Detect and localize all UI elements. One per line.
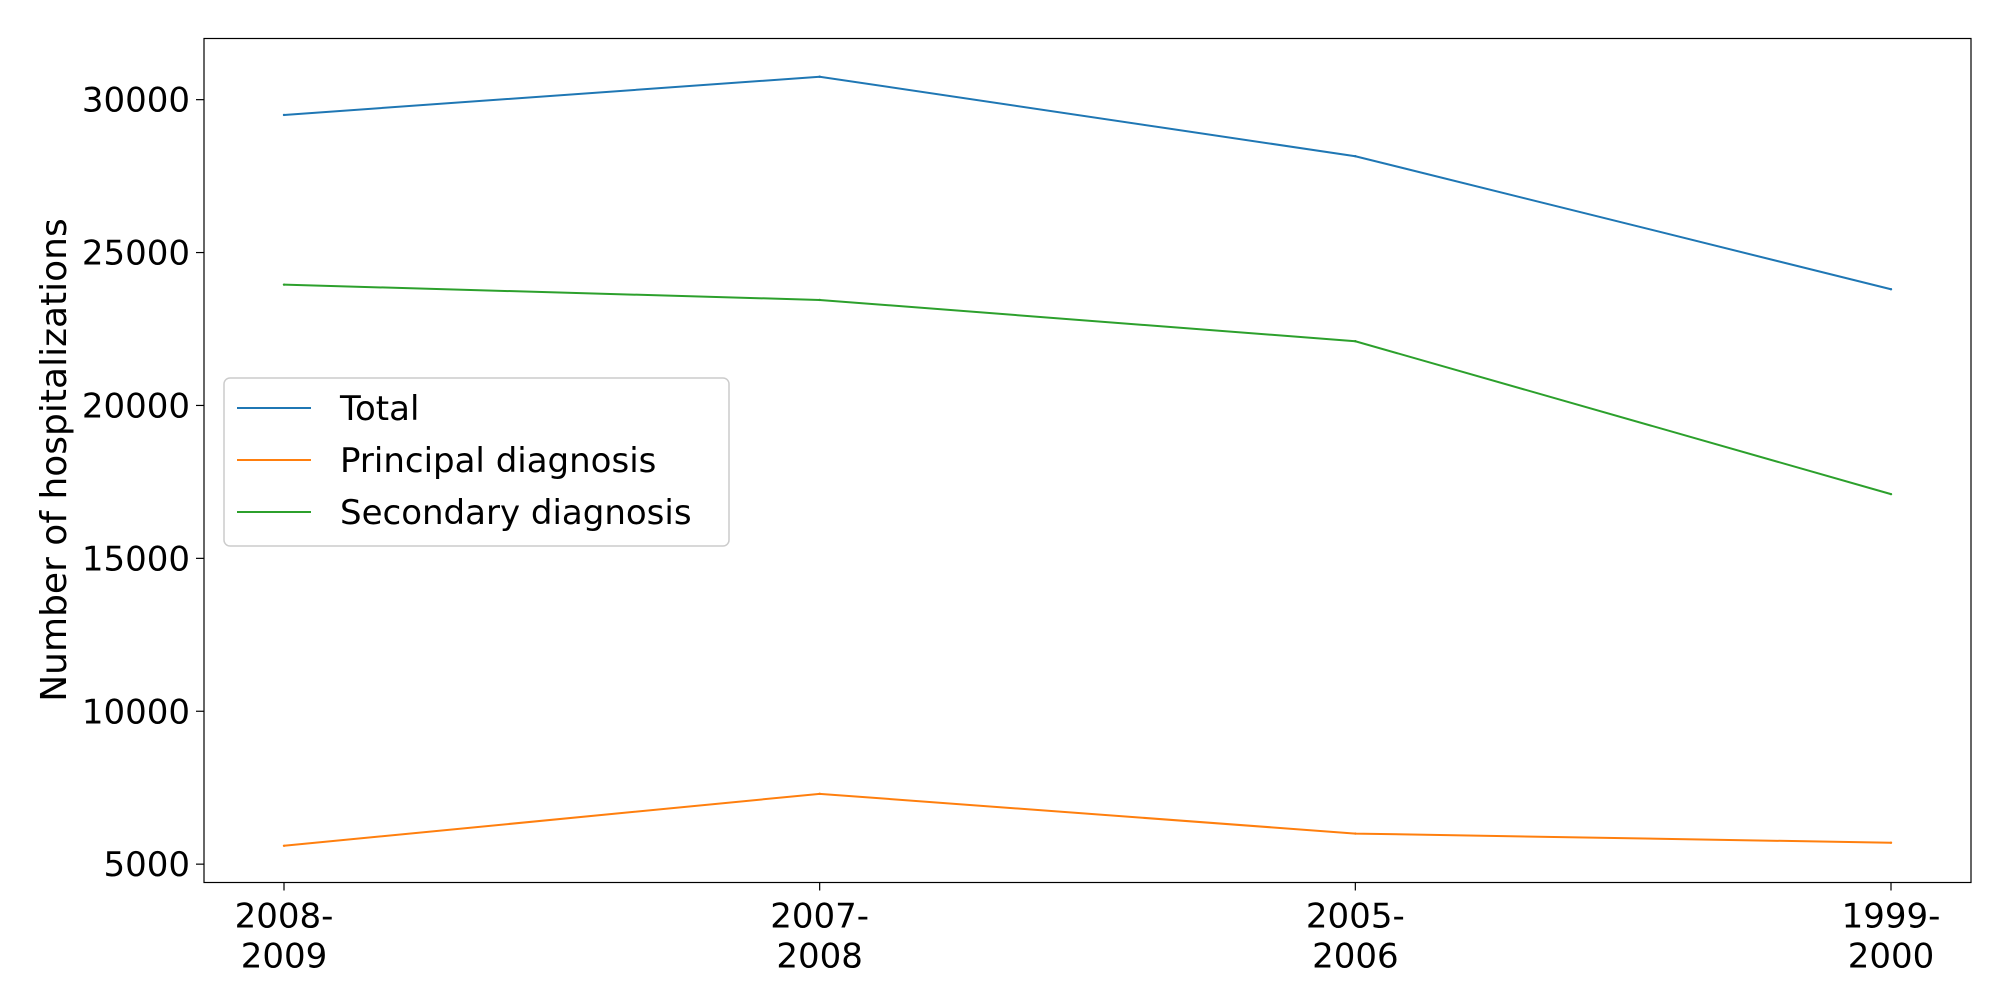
x-tick-label: 2005-2006	[1306, 897, 1405, 977]
x-tick-label-line: 2008	[776, 937, 863, 977]
y-tick-label: 20000	[82, 386, 190, 426]
y-tick-label: 25000	[82, 234, 190, 274]
series-line-0	[283, 75, 1892, 291]
series-lines	[282, 75, 1893, 848]
y-tick-label: 15000	[82, 539, 190, 579]
legend-label: Secondary diagnosis	[340, 493, 692, 533]
legend: Total Principal diagnosis Secondary diagno…	[223, 377, 730, 547]
plot-area-frame	[203, 37, 1972, 884]
y-axis-ticks: 5000 10000 15000 20000 25000 30000	[82, 81, 204, 885]
x-tick-label: 2008-2009	[235, 897, 334, 977]
x-tick-label: 1999-2000	[1842, 897, 1941, 977]
data-point	[1889, 492, 1893, 496]
legend-frame	[223, 377, 730, 547]
data-point	[818, 75, 821, 78]
data-point	[818, 298, 821, 302]
x-axis-ticks: 2008-2009 2007-2008 2005-2006 1999-2000	[235, 882, 1941, 977]
legend-label: Principal diagnosis	[340, 441, 656, 481]
data-point	[1889, 288, 1893, 291]
data-point	[1354, 155, 1357, 158]
series-line-1	[283, 792, 1892, 847]
x-tick-label-line: 1999-	[1842, 897, 1941, 937]
y-axis-label-group: Number of hospitalizations	[34, 218, 75, 702]
x-tick-label-line: 2005-	[1306, 897, 1405, 937]
legend-label: Total	[339, 389, 419, 429]
x-tick-label-line: 2008-	[235, 897, 334, 937]
x-tick-label-line: 2009	[241, 937, 328, 977]
y-axis-label: Number of hospitalizations	[34, 218, 75, 702]
x-tick-label: 2007-2008	[770, 897, 869, 977]
data-point	[1889, 841, 1893, 844]
x-tick-label-line: 2000	[1848, 937, 1935, 977]
data-point	[282, 283, 286, 286]
data-point	[282, 113, 286, 117]
x-tick-label-line: 2007-	[770, 897, 869, 937]
x-tick-label-line: 2006	[1312, 937, 1399, 977]
series-line-2	[283, 283, 1892, 496]
data-point	[1354, 832, 1357, 835]
data-point	[1354, 340, 1357, 343]
y-tick-label: 30000	[82, 81, 190, 121]
y-tick-label: 5000	[103, 845, 190, 885]
data-point	[818, 792, 821, 796]
data-point	[282, 844, 286, 848]
y-tick-label: 10000	[82, 692, 190, 732]
